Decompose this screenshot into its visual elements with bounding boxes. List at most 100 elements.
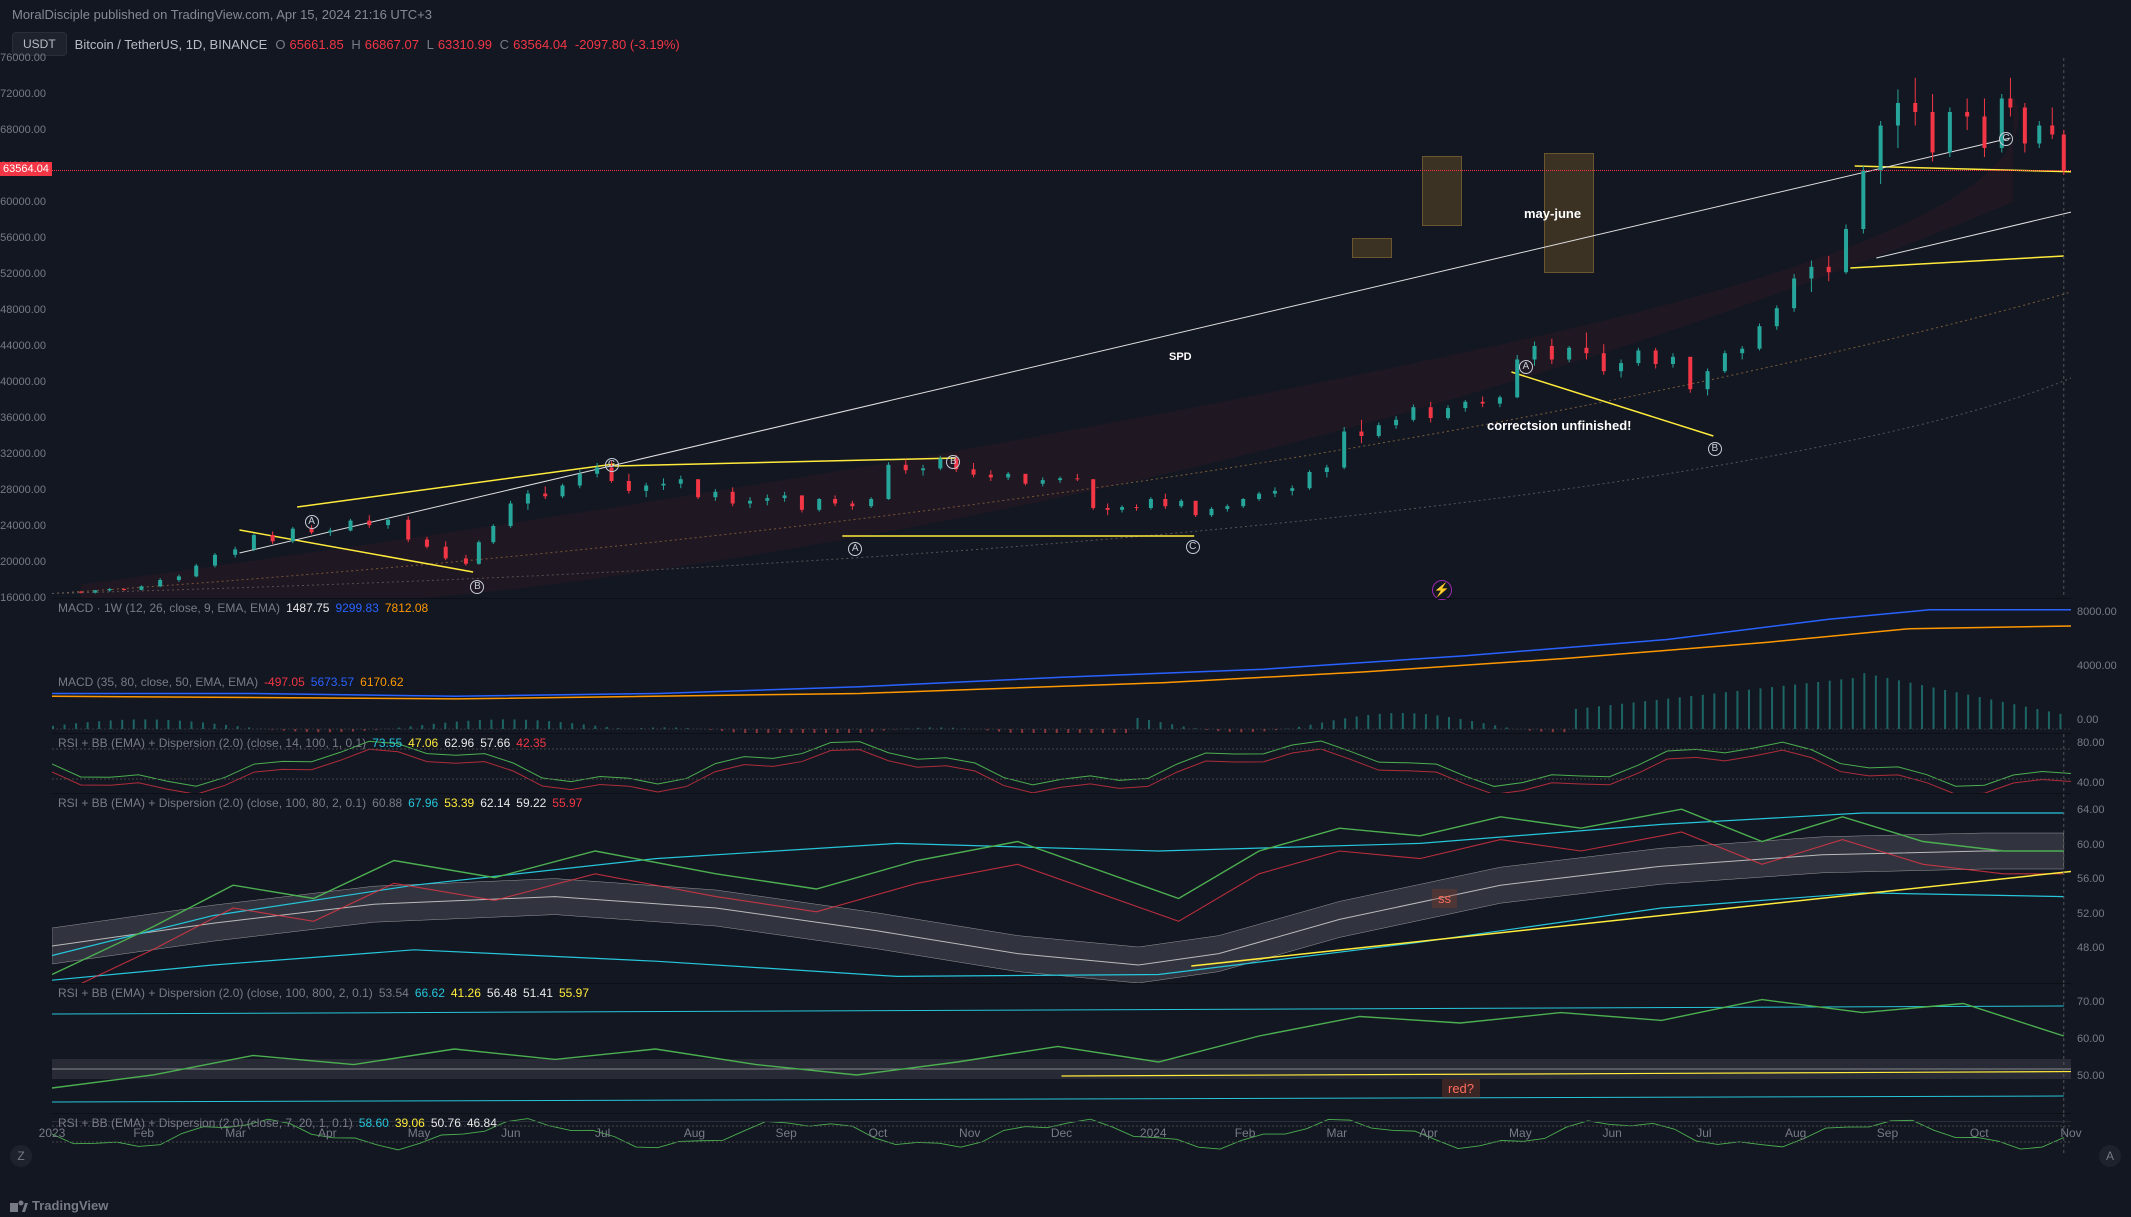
time-tick: Jun — [501, 1126, 520, 1140]
macd-svg — [52, 599, 2071, 734]
axis-tick: 4000.00 — [2077, 660, 2117, 672]
annotation-mayjune: may-june — [1524, 206, 1581, 221]
axis-tick: 48.00 — [2077, 942, 2105, 954]
price-tick: 24000.00 — [0, 520, 46, 532]
time-tick: May — [1509, 1126, 1532, 1140]
indicator-value: 53.39 — [444, 796, 474, 810]
price-axis-right: 8000.004000.000.0080.0040.0064.0060.0056… — [2071, 58, 2131, 1169]
axis-tick: 52.00 — [2077, 908, 2105, 920]
last-price-line — [52, 170, 2071, 171]
wave-label: B — [946, 453, 960, 469]
price-tick: 72000.00 — [0, 88, 46, 100]
time-tick: Aug — [1785, 1126, 1806, 1140]
wave-label: C — [1186, 538, 1200, 554]
rsi3-svg — [52, 984, 2071, 1114]
macd-panel[interactable]: MACD · 1W (12, 26, close, 9, EMA, EMA) 1… — [52, 598, 2071, 733]
time-tick: Jun — [1602, 1126, 1621, 1140]
indicator-value: 60.88 — [372, 796, 402, 810]
axis-tick: 60.00 — [2077, 1033, 2105, 1045]
tradingview-logo: TradingView — [10, 1198, 108, 1213]
axis-tick: 56.00 — [2077, 873, 2105, 885]
ohlc-block: O65661.85 H66867.07 L63310.99 C63564.04 … — [275, 37, 683, 52]
axis-tick: 70.00 — [2077, 996, 2105, 1008]
time-tick: Apr — [1419, 1126, 1438, 1140]
axis-tick: 60.00 — [2077, 839, 2105, 851]
chart-area[interactable]: 76000.0072000.0068000.0064000.0060000.00… — [0, 58, 2131, 1169]
rsi-panel-2[interactable]: RSI + BB (EMA) + Dispersion (2.0) (close… — [52, 793, 2071, 983]
main-price-panel[interactable]: correctsion unfinished! may-june SPD A B C… — [52, 58, 2071, 598]
wave-label: A — [848, 540, 862, 556]
indicator-value: 46.84 — [467, 1116, 497, 1130]
time-tick: Mar — [1326, 1126, 1347, 1140]
price-tick: 76000.00 — [0, 52, 46, 64]
main-svg — [52, 58, 2071, 598]
replay-icon[interactable]: ⚡ — [1432, 580, 1452, 600]
indicator-value: 41.26 — [451, 986, 481, 1000]
indicator-value: 55.97 — [559, 986, 589, 1000]
indicator-value: 66.62 — [415, 986, 445, 1000]
rsi-panel-1[interactable]: RSI + BB (EMA) + Dispersion (2.0) (close… — [52, 733, 2071, 793]
time-tick: 2024 — [1140, 1126, 1167, 1140]
price-tick: 20000.00 — [0, 556, 46, 568]
rsi-panel-3[interactable]: RSI + BB (EMA) + Dispersion (2.0) (close… — [52, 983, 2071, 1113]
symbol-title: Bitcoin / TetherUS, 1D, BINANCE — [75, 37, 268, 52]
wave-label: B — [470, 578, 484, 594]
rsi2-box-ss: ss — [1432, 889, 1457, 908]
publisher-bar: MoralDisciple published on TradingView.c… — [0, 0, 2131, 28]
price-tick: 48000.00 — [0, 304, 46, 316]
time-tick: Jul — [595, 1126, 610, 1140]
indicator-value: 58.60 — [359, 1116, 389, 1130]
indicator-value: 59.22 — [516, 796, 546, 810]
price-axis-left: 76000.0072000.0068000.0064000.0060000.00… — [0, 58, 52, 1169]
price-tick: 16000.00 — [0, 592, 46, 604]
price-tick: 40000.00 — [0, 376, 46, 388]
rsi2-svg — [52, 794, 2071, 984]
time-tick: Sep — [775, 1126, 796, 1140]
time-tick: Dec — [1051, 1126, 1072, 1140]
indicator-value: 53.54 — [379, 986, 409, 1000]
wave-label: C — [1999, 130, 2013, 146]
time-tick: Oct — [869, 1126, 888, 1140]
timezone-button[interactable]: Z — [10, 1145, 32, 1167]
wave-label: C — [605, 456, 619, 472]
publisher-text: MoralDisciple published on TradingView.c… — [12, 7, 432, 22]
price-tick: 68000.00 — [0, 124, 46, 136]
price-tick: 52000.00 — [0, 268, 46, 280]
time-tick: Jul — [1696, 1126, 1711, 1140]
wave-label: A — [305, 513, 319, 529]
rsi3-box-red: red? — [1442, 1079, 1480, 1098]
auto-scale-button[interactable]: A — [2099, 1145, 2121, 1167]
time-tick: Nov — [959, 1126, 980, 1140]
annotation-spd: SPD — [1169, 351, 1192, 363]
indicator-value: 73.55 — [372, 736, 402, 750]
price-tick: 36000.00 — [0, 412, 46, 424]
axis-tick: 64.00 — [2077, 804, 2105, 816]
axis-tick: 80.00 — [2077, 737, 2105, 749]
time-tick: Sep — [1877, 1126, 1898, 1140]
indicator-value: 50.76 — [431, 1116, 461, 1130]
indicator-value: 51.41 — [523, 986, 553, 1000]
indicator-value: 47.06 — [408, 736, 438, 750]
last-price-tag: 63564.04 — [0, 162, 52, 176]
axis-tick: 8000.00 — [2077, 606, 2117, 618]
time-tick: Oct — [1970, 1126, 1989, 1140]
price-tick: 28000.00 — [0, 484, 46, 496]
indicator-value: 62.96 — [444, 736, 474, 750]
macd-label-2: MACD (35, 80, close, 50, EMA, EMA) — [58, 675, 258, 689]
indicator-value: 62.14 — [480, 796, 510, 810]
indicator-value: 57.66 — [480, 736, 510, 750]
axis-tick: 50.00 — [2077, 1070, 2105, 1082]
indicator-value: 67.96 — [408, 796, 438, 810]
tv-logo-icon — [10, 1200, 28, 1212]
indicator-value: 42.35 — [516, 736, 546, 750]
wave-label: B — [1708, 440, 1722, 456]
indicator-value: 55.97 — [552, 796, 582, 810]
annotation-correction: correctsion unfinished! — [1487, 418, 1631, 433]
indicator-value: 56.48 — [487, 986, 517, 1000]
axis-tick: 0.00 — [2077, 714, 2098, 726]
indicator-value: 39.06 — [395, 1116, 425, 1130]
price-tick: 32000.00 — [0, 448, 46, 460]
time-tick: Aug — [684, 1126, 705, 1140]
price-tick: 56000.00 — [0, 232, 46, 244]
macd-label-1: MACD · 1W (12, 26, close, 9, EMA, EMA) — [58, 601, 280, 615]
